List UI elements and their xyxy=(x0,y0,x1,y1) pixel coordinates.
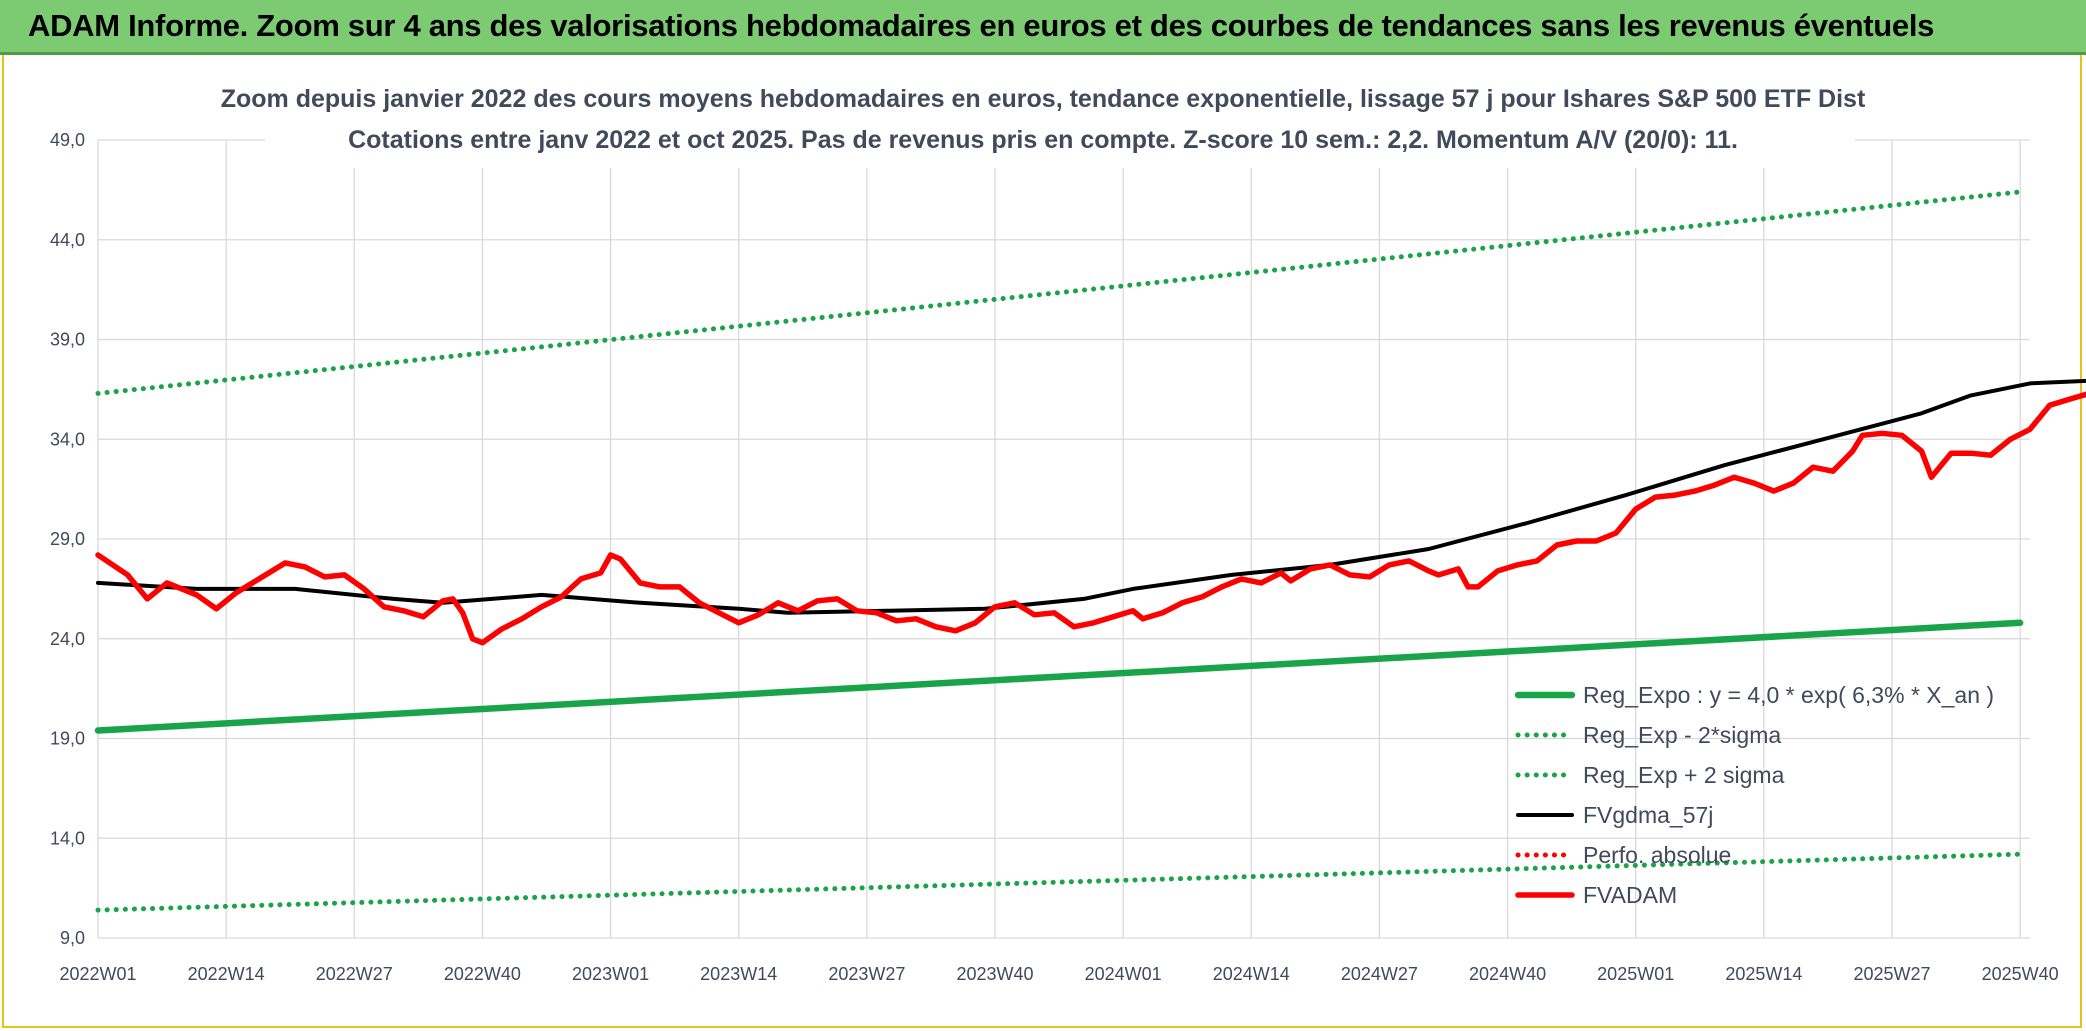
y-tick-label: 9,0 xyxy=(60,928,85,948)
x-tick-label: 2025W40 xyxy=(1982,964,2059,984)
series-line-2 xyxy=(95,189,2023,396)
x-axis-labels: 2022W01 2022W14 2022W27 2022W40 2023W01 2023W… xyxy=(59,964,2058,984)
x-tick-label: 2025W27 xyxy=(1853,964,1930,984)
y-tick-label: 34,0 xyxy=(50,429,85,449)
chart-title: Zoom depuis janvier 2022 des cours moyen… xyxy=(221,74,1866,168)
x-tick-label: 2025W01 xyxy=(1597,964,1674,984)
y-tick-label: 24,0 xyxy=(50,629,85,649)
series-line-0 xyxy=(94,619,2024,734)
x-tick-label: 2025W14 xyxy=(1725,964,1802,984)
report-banner: ADAM Informe. Zoom sur 4 ans des valoris… xyxy=(0,0,2086,55)
legend-label: Reg_Expo : y = 4,0 * exp( 6,3% * X_an ) xyxy=(1583,682,1994,708)
x-tick-label: 2023W14 xyxy=(700,964,777,984)
x-tick-label: 2024W14 xyxy=(1213,964,1290,984)
series-line-1 xyxy=(95,851,2023,913)
y-tick-label: 19,0 xyxy=(50,729,85,749)
y-tick-label: 49,0 xyxy=(50,130,85,150)
x-tick-label: 2022W01 xyxy=(59,964,136,984)
x-tick-label: 2024W40 xyxy=(1469,964,1546,984)
x-tick-label: 2024W27 xyxy=(1341,964,1418,984)
legend-label: FVgdma_57j xyxy=(1583,802,1713,828)
x-tick-label: 2022W27 xyxy=(316,964,393,984)
series-line-5 xyxy=(95,391,2086,646)
y-tick-label: 14,0 xyxy=(50,828,85,848)
y-tick-label: 29,0 xyxy=(50,529,85,549)
chart-series xyxy=(94,189,2086,913)
chart-title-line: Cotations entre janv 2022 et oct 2025. P… xyxy=(348,126,1738,154)
x-tick-label: 2023W27 xyxy=(828,964,905,984)
y-tick-label: 44,0 xyxy=(50,230,85,250)
chart-title-line: Zoom depuis janvier 2022 des cours moyen… xyxy=(221,85,1866,113)
legend-label: FVADAM xyxy=(1583,882,1677,908)
x-tick-label: 2022W14 xyxy=(188,964,265,984)
x-tick-label: 2022W40 xyxy=(444,964,521,984)
chart-legend: Reg_Expo : y = 4,0 * exp( 6,3% * X_an ) R… xyxy=(1514,682,1994,908)
report-title: ADAM Informe. Zoom sur 4 ans des valoris… xyxy=(28,8,1935,43)
legend-label: Reg_Exp + 2 sigma xyxy=(1583,762,1785,788)
x-tick-label: 2024W01 xyxy=(1085,964,1162,984)
y-axis-labels: 9,0 14,0 19,0 24,0 29,0 34,0 39,0 44,0 49,0 xyxy=(50,130,85,948)
legend-label: Perfo. absolue xyxy=(1583,842,1731,868)
title-background xyxy=(265,74,1855,168)
series-line-3 xyxy=(96,378,2086,615)
x-tick-label: 2023W40 xyxy=(956,964,1033,984)
chart-grid xyxy=(97,139,2030,939)
legend-label: Reg_Exp - 2*sigma xyxy=(1583,722,1781,748)
x-tick-label: 2023W01 xyxy=(572,964,649,984)
chart-frame xyxy=(2,55,2082,1028)
y-tick-label: 39,0 xyxy=(50,330,85,350)
